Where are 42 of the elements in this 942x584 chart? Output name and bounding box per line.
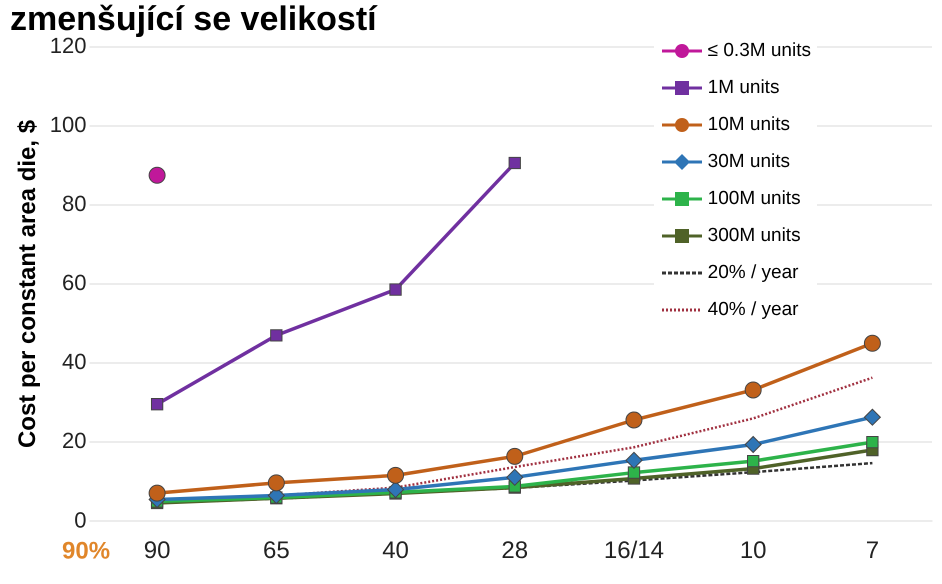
x-tick-label: 7 (866, 537, 880, 564)
point (628, 466, 640, 479)
y-tick-label: 20 (62, 428, 87, 454)
point (150, 398, 164, 410)
point (744, 436, 762, 454)
x-tick-label: 90 (144, 537, 170, 564)
legend-label: 10M units (708, 114, 790, 136)
x-tick-label: 16/14 (604, 537, 664, 564)
point (864, 408, 881, 426)
point (268, 474, 285, 492)
legend-label: 30M units (708, 150, 790, 172)
legend-label: 1M units (708, 76, 780, 98)
point (148, 484, 166, 502)
x-tick-label: 40 (382, 537, 409, 564)
point (747, 454, 760, 468)
text: 90% (62, 538, 110, 565)
point (148, 166, 166, 184)
point (389, 283, 402, 296)
y-axis-title: Cost per constant area die, $ (14, 119, 42, 448)
point (744, 381, 762, 398)
point (508, 156, 521, 170)
point (270, 329, 282, 342)
x-tick-label: 28 (501, 537, 528, 564)
point (506, 448, 524, 465)
legend-label: 20% / year (708, 262, 798, 284)
y-tick-label: 100 (50, 112, 87, 137)
legend-label: 100M units (708, 188, 801, 210)
point (864, 334, 881, 352)
legend-label: ≤ 0.3M units (708, 40, 811, 62)
legend-label: 300M units (708, 224, 801, 246)
x-tick-label: 65 (262, 537, 290, 564)
y-tick-label: 40 (62, 349, 87, 374)
y-tick-label: 60 (62, 270, 87, 296)
y-tick-label: 0 (74, 507, 87, 532)
point (625, 452, 642, 469)
legend-label: 40% / year (708, 298, 798, 320)
point (506, 468, 524, 486)
y-tick-label: 80 (62, 190, 87, 216)
x-tick-label: 10 (740, 537, 767, 564)
point (866, 436, 879, 448)
point (625, 411, 642, 428)
point (387, 466, 404, 484)
